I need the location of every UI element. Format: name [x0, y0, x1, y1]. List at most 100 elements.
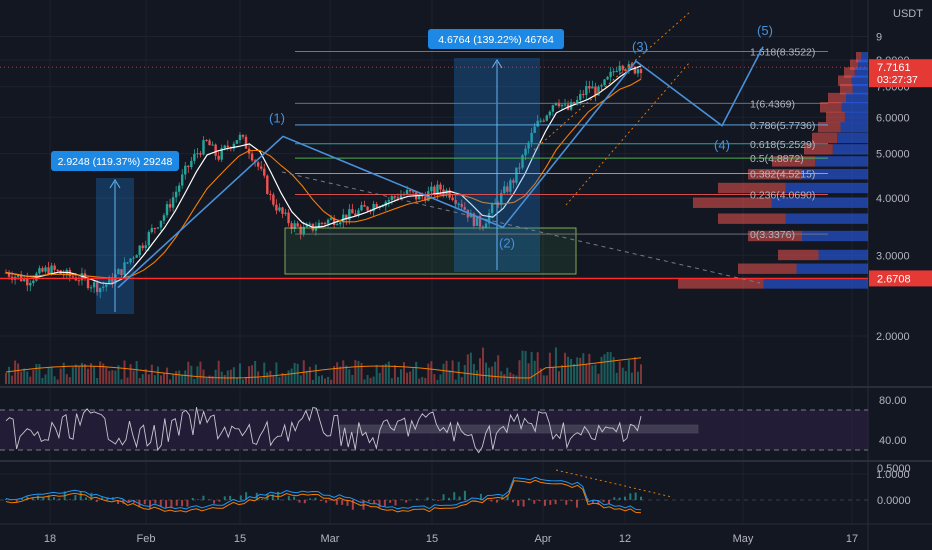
volume-bar: [339, 366, 342, 384]
volume-bar: [87, 368, 90, 384]
channel-lower-line[interactable]: [565, 61, 691, 206]
candle-body: [360, 205, 363, 211]
volume-bar: [181, 374, 184, 384]
volume-bar: [251, 365, 254, 384]
volume-bar: [308, 366, 311, 384]
volume-bar: [427, 363, 430, 384]
volume-bar: [597, 373, 600, 384]
volume-bar: [232, 367, 235, 384]
fib-retracement[interactable]: 1.618(8.3522) 1(6.4369) 0.786(5.7736) 0.618…: [295, 46, 828, 241]
candle-body: [372, 203, 375, 212]
volume-bar: [603, 354, 606, 384]
candle-body: [503, 186, 506, 194]
macd-histogram-bar: [245, 492, 248, 500]
volume-profile-bar-buy: [771, 197, 868, 208]
macd-histogram-bar: [181, 500, 184, 507]
volume-bar: [41, 378, 44, 384]
volume-bar: [585, 363, 588, 384]
macd-histogram-bar: [37, 495, 40, 500]
volume-bar: [20, 371, 23, 384]
time-axis[interactable]: 18 Feb 15 Mar 15 Apr 12 May 17: [44, 533, 858, 545]
candle-body: [339, 222, 342, 225]
candle-body: [141, 245, 144, 249]
volume-bar: [314, 364, 317, 384]
consolidation-box[interactable]: [284, 227, 577, 275]
volume-bar: [454, 379, 457, 384]
volume-bar: [245, 377, 248, 384]
macd-histogram-bar: [373, 500, 376, 505]
candle-body: [588, 85, 591, 89]
macd-histogram-bar: [565, 500, 568, 505]
volume-bar: [193, 378, 196, 384]
volume-bar: [296, 363, 299, 384]
volume-bar: [351, 374, 354, 384]
fib-0236-label: 0.236(4.0690): [750, 190, 815, 202]
candle-body: [26, 278, 29, 286]
macd-histogram-bar: [197, 499, 200, 500]
macd-histogram-bar: [95, 500, 98, 502]
volume-bar: [260, 377, 263, 384]
volume-bar: [381, 365, 384, 384]
volume-bar: [68, 377, 71, 384]
volume-bar: [564, 352, 567, 384]
elliott-wave-path[interactable]: [117, 46, 764, 289]
macd-histogram-bar: [543, 500, 546, 506]
candle-body: [92, 282, 96, 288]
candle-body: [123, 262, 126, 276]
candle-body: [424, 196, 427, 201]
volume-bar: [409, 371, 412, 384]
volume-bar: [403, 362, 406, 384]
macd-histogram-bar: [5, 499, 7, 500]
candle-body: [181, 174, 184, 186]
macd-histogram-bar: [458, 496, 461, 500]
candle-body: [235, 140, 239, 144]
support-price-tag-bg: [869, 270, 932, 287]
macd-signal-line: [5, 479, 642, 514]
volume-bar: [278, 377, 281, 384]
candle-body: [618, 65, 621, 72]
volume-bar: [567, 356, 570, 384]
volume-bar: [175, 371, 178, 384]
volume-bar: [317, 376, 320, 384]
volume-bar: [554, 347, 557, 384]
candle-body: [545, 115, 549, 121]
volume-bar: [281, 373, 284, 384]
volume-bar: [333, 366, 336, 384]
candle-body: [554, 102, 558, 106]
wave-label-5: (5): [757, 23, 773, 38]
measure-arrow-head-2: [491, 59, 503, 69]
fib-1618-label: 1.618(8.3522): [750, 46, 815, 58]
candle-body: [98, 287, 102, 293]
macd-histogram-bar: [511, 500, 514, 503]
volume-bar: [545, 375, 548, 384]
candle-body: [159, 220, 163, 228]
candle-body: [335, 224, 339, 226]
volume-profile-bar-buy: [851, 75, 868, 86]
candle-body: [387, 200, 391, 202]
candle-body: [457, 203, 460, 205]
candle-body: [50, 265, 53, 275]
volume-profile-bar-sell: [838, 75, 852, 86]
descending-trendline[interactable]: [281, 171, 761, 284]
candle-body: [524, 148, 527, 156]
volume-bar: [579, 357, 582, 384]
rsi-range-box[interactable]: [339, 424, 699, 434]
volume-bar: [266, 372, 269, 384]
volume-bar: [199, 361, 202, 384]
candle-body: [348, 209, 351, 220]
volume-bar: [178, 370, 181, 384]
fast-moving-average: [5, 65, 642, 285]
measure-arrow-head-1: [109, 179, 121, 189]
volume-bar: [327, 376, 330, 384]
volume-profile: [678, 52, 868, 289]
macd-histogram-bar: [319, 500, 322, 502]
candle-body: [117, 269, 120, 275]
fib-0786-label: 0.786(5.7736): [750, 120, 815, 132]
volume-bar: [74, 364, 77, 384]
candle-body: [411, 191, 415, 193]
volume-bar: [263, 362, 266, 384]
candle-body: [199, 153, 202, 155]
volume-bar: [466, 354, 469, 384]
macd-histogram-bar: [640, 496, 642, 500]
